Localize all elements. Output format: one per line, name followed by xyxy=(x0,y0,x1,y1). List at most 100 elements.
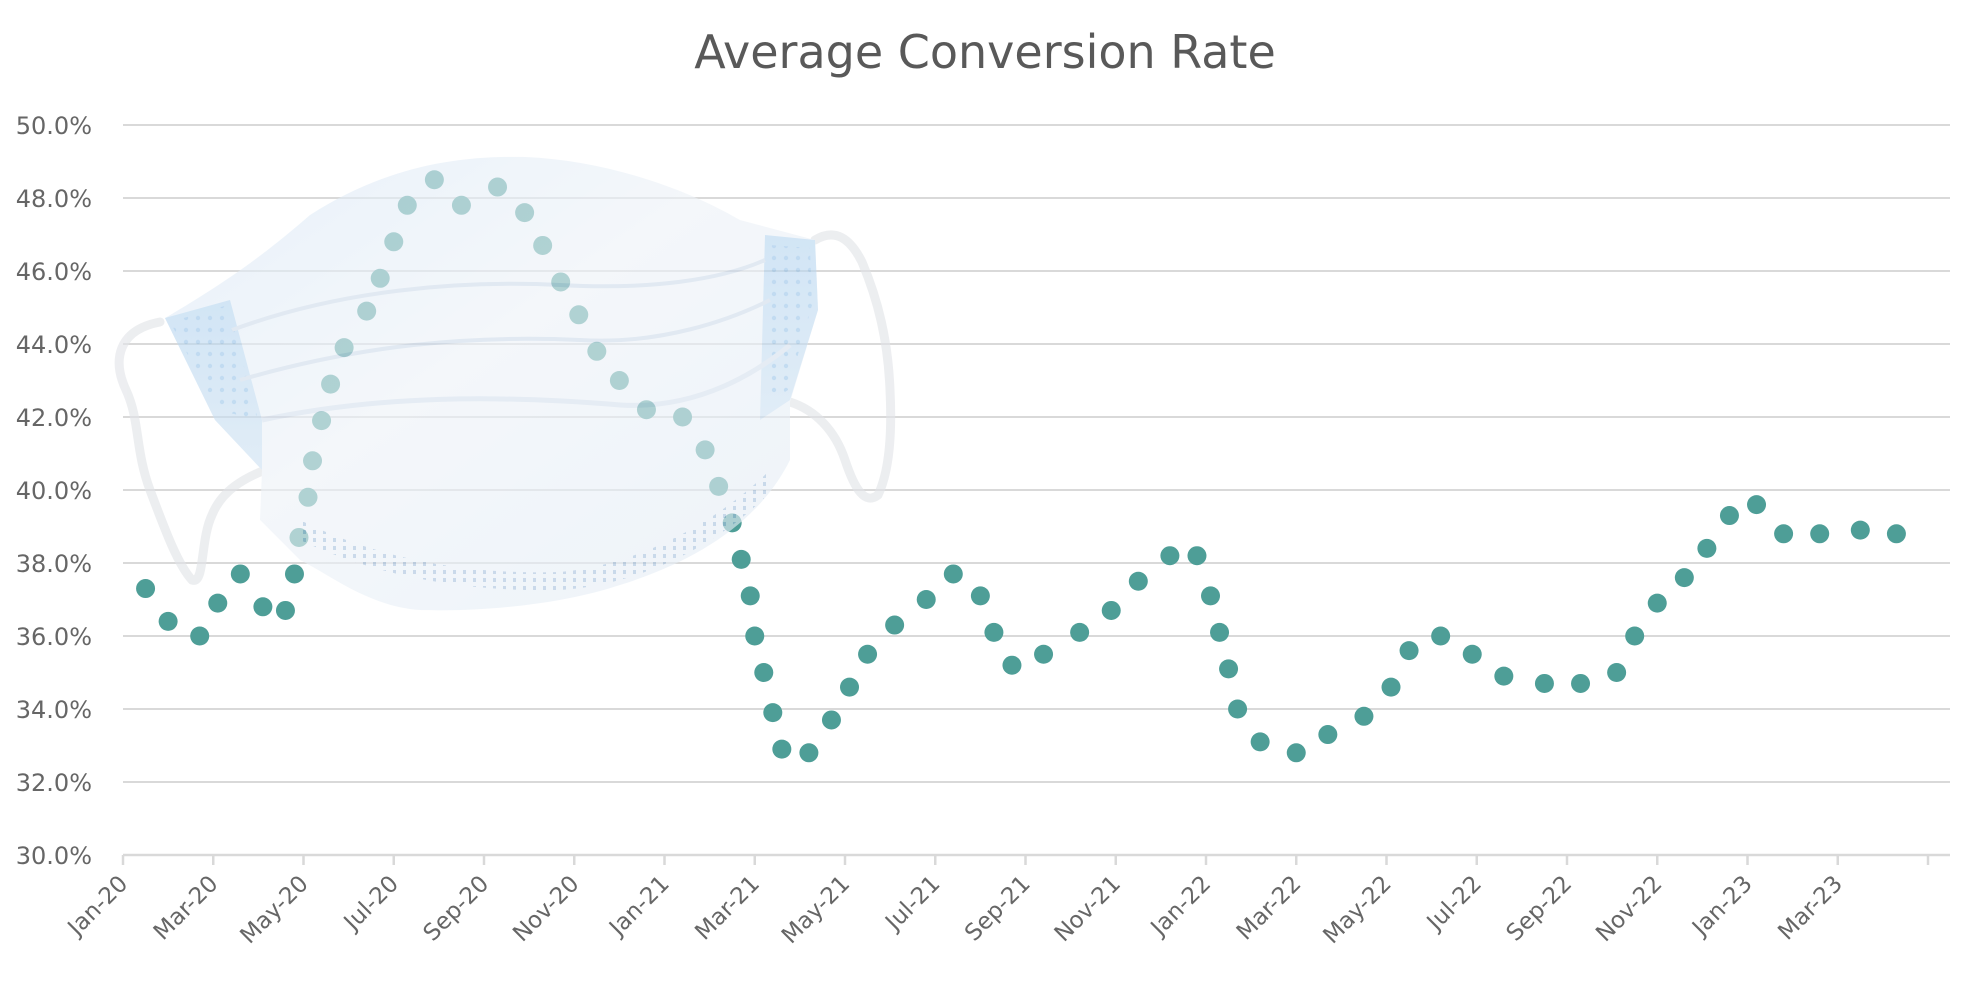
y-tick-label: 44.0% xyxy=(16,331,92,359)
mask-left-ear-loop xyxy=(114,317,270,585)
data-point xyxy=(1034,644,1054,664)
data-point xyxy=(799,743,819,763)
x-tick-label: May-21 xyxy=(777,871,855,949)
data-point xyxy=(1101,600,1121,620)
x-tick-label: Mar-21 xyxy=(690,871,765,946)
mask-pleat xyxy=(239,298,771,382)
data-point xyxy=(1810,524,1830,544)
y-tick-label: 32.0% xyxy=(16,769,92,797)
data-point xyxy=(916,590,936,609)
data-point xyxy=(1674,568,1694,588)
data-point xyxy=(1381,677,1401,697)
x-tick-label: Jan-20 xyxy=(62,871,133,942)
x-tick-label: Mar-20 xyxy=(149,871,224,946)
data-point xyxy=(1747,495,1767,515)
x-tick-label: Nov-22 xyxy=(1591,871,1667,947)
mask-pleat xyxy=(261,343,792,423)
data-point xyxy=(1886,524,1906,544)
mask-bottom-perforation xyxy=(300,470,772,591)
data-point xyxy=(1571,673,1591,693)
data-point xyxy=(1399,641,1419,661)
x-tick-label: May-22 xyxy=(1318,871,1396,949)
x-tick-label: Jan-22 xyxy=(1145,871,1216,942)
data-point xyxy=(1228,699,1248,719)
y-tick-label: 46.0% xyxy=(16,258,92,286)
data-point xyxy=(745,626,765,646)
chart-title: Average Conversion Rate xyxy=(694,25,1276,79)
data-point xyxy=(284,564,304,584)
data-point xyxy=(1607,663,1627,682)
data-point xyxy=(1318,725,1338,745)
y-tick-label: 38.0% xyxy=(16,550,92,578)
data-point xyxy=(1354,706,1374,726)
x-tick-label: Jan-23 xyxy=(1686,871,1757,942)
x-tick-label: Sep-22 xyxy=(1502,871,1578,947)
data-point xyxy=(858,644,878,664)
data-point xyxy=(943,564,963,584)
data-point xyxy=(275,600,295,620)
data-point xyxy=(885,615,905,635)
x-tick-label: Mar-23 xyxy=(1773,871,1848,946)
y-tick-label: 30.0% xyxy=(16,842,92,870)
data-point xyxy=(1219,659,1239,679)
data-point xyxy=(1210,622,1230,642)
data-point xyxy=(1286,743,1306,763)
data-point xyxy=(253,597,273,617)
x-tick-label: Jan-21 xyxy=(603,871,674,942)
mask-left-perforation xyxy=(170,305,258,420)
data-point xyxy=(136,579,156,599)
data-point xyxy=(970,586,990,606)
data-point xyxy=(1774,524,1794,544)
data-point xyxy=(1697,538,1717,558)
x-tick-label: Mar-22 xyxy=(1232,871,1307,946)
mask-body xyxy=(165,156,818,611)
y-tick-label: 50.0% xyxy=(16,112,92,140)
data-point xyxy=(158,611,178,631)
x-tick-label: Sep-21 xyxy=(960,871,1036,947)
y-tick-label: 48.0% xyxy=(16,185,92,213)
data-point xyxy=(984,622,1004,642)
data-point xyxy=(1002,655,1022,675)
y-axis-labels: 30.0% 32.0% 34.0% 36.0% 38.0% 40.0% 42.0% 44.0%… xyxy=(16,112,92,870)
data-point xyxy=(731,549,751,569)
x-tick-label: May-20 xyxy=(235,871,313,949)
data-point xyxy=(1201,586,1221,606)
data-point xyxy=(1494,666,1514,686)
data-point xyxy=(1625,626,1645,646)
y-tick-label: 40.0% xyxy=(16,477,92,505)
x-axis xyxy=(121,853,1950,865)
y-tick-label: 36.0% xyxy=(16,623,92,651)
data-point xyxy=(1850,520,1870,540)
data-point xyxy=(1431,626,1451,646)
data-point xyxy=(1462,644,1482,664)
data-point xyxy=(1534,673,1554,693)
data-point xyxy=(1128,571,1148,591)
x-tick-label: Jul-22 xyxy=(1421,871,1487,937)
data-point xyxy=(1070,622,1090,642)
y-tick-label: 34.0% xyxy=(16,696,92,724)
data-point xyxy=(754,663,774,682)
data-point xyxy=(1250,732,1270,752)
mask-right-perforation xyxy=(765,245,812,405)
x-tick-label: Nov-21 xyxy=(1050,871,1126,947)
data-point xyxy=(763,703,783,723)
x-tick-label: Jul-21 xyxy=(879,871,945,937)
x-tick-label: Jul-20 xyxy=(338,871,404,937)
mask-right-ear-loop xyxy=(785,230,896,503)
face-mask-illustration xyxy=(114,156,896,611)
data-point xyxy=(740,586,760,606)
data-point xyxy=(208,593,228,613)
data-point xyxy=(230,564,250,584)
data-point xyxy=(1719,506,1739,526)
mask-pleat xyxy=(231,258,766,332)
data-point xyxy=(772,739,792,759)
data-point xyxy=(1187,546,1207,566)
x-axis-labels: Jan-20 Mar-20 May-20 Jul-20 Sep-20 Nov-20 Jan-… xyxy=(62,871,1848,949)
x-tick-label: Nov-20 xyxy=(508,871,584,947)
data-point xyxy=(190,626,210,646)
data-point xyxy=(1647,593,1667,613)
data-point xyxy=(821,710,841,730)
y-tick-label: 42.0% xyxy=(16,404,92,432)
data-point xyxy=(840,677,860,697)
